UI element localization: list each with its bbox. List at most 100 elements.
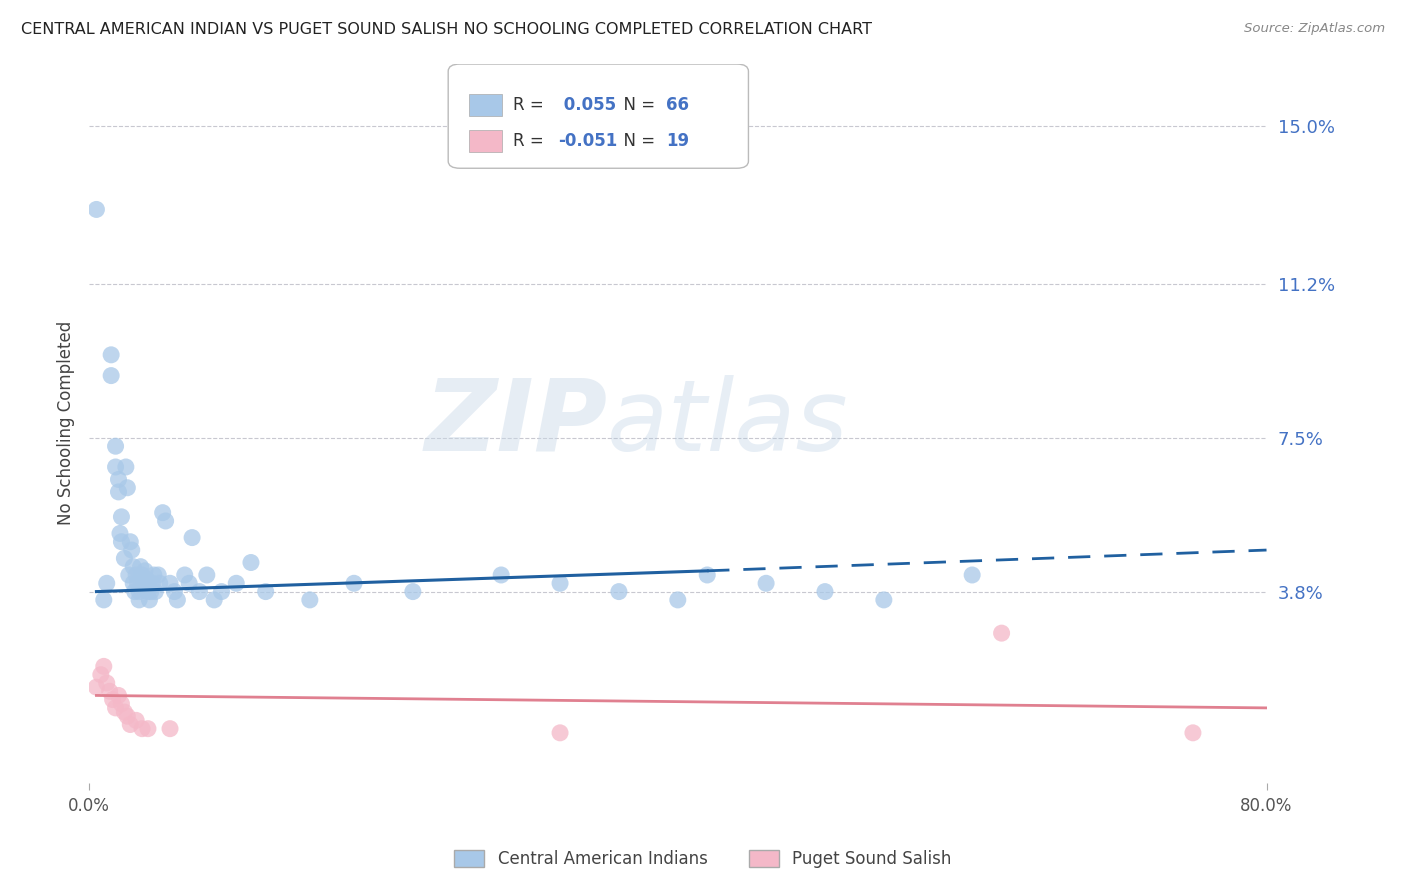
Point <box>128 593 150 607</box>
Point <box>755 576 778 591</box>
Point <box>1181 726 1204 740</box>
FancyBboxPatch shape <box>449 64 748 169</box>
Text: R =: R = <box>513 132 548 150</box>
Point <box>666 593 689 607</box>
Point <box>141 576 163 591</box>
Point <box>225 576 247 591</box>
Point <box>135 572 157 586</box>
Point <box>990 626 1012 640</box>
Text: ZIP: ZIP <box>425 375 607 472</box>
Point <box>122 576 145 591</box>
Point <box>139 584 162 599</box>
Point <box>548 726 571 740</box>
Point <box>136 584 159 599</box>
Point <box>120 717 142 731</box>
Point <box>211 584 233 599</box>
Point <box>117 481 139 495</box>
Point <box>121 543 143 558</box>
Point <box>117 709 139 723</box>
Point <box>93 659 115 673</box>
Point <box>107 472 129 486</box>
Point <box>108 526 131 541</box>
Point <box>93 593 115 607</box>
Point <box>100 368 122 383</box>
Point <box>129 559 152 574</box>
Point <box>107 689 129 703</box>
Point <box>163 584 186 599</box>
Point <box>124 584 146 599</box>
Point <box>143 584 166 599</box>
Point <box>131 568 153 582</box>
Point <box>188 584 211 599</box>
Point <box>112 551 135 566</box>
Point <box>132 576 155 591</box>
Point <box>112 705 135 719</box>
Legend: Central American Indians, Puget Sound Salish: Central American Indians, Puget Sound Sa… <box>447 843 959 875</box>
Point <box>110 697 132 711</box>
Point <box>104 701 127 715</box>
Point <box>86 680 108 694</box>
Text: 0.055: 0.055 <box>558 96 616 114</box>
Point <box>125 568 148 582</box>
Text: 19: 19 <box>666 132 689 150</box>
Point <box>149 576 172 591</box>
Point <box>104 439 127 453</box>
Point <box>90 667 112 681</box>
Point <box>607 584 630 599</box>
Point <box>548 576 571 591</box>
Point <box>179 576 201 591</box>
Point <box>98 684 121 698</box>
Point <box>148 568 170 582</box>
Point <box>155 514 177 528</box>
Point <box>128 584 150 599</box>
Point <box>136 722 159 736</box>
Point <box>138 593 160 607</box>
Point <box>107 484 129 499</box>
Point <box>489 568 512 582</box>
Point <box>159 722 181 736</box>
Point <box>115 460 138 475</box>
Point <box>120 534 142 549</box>
Point <box>101 692 124 706</box>
Point <box>96 576 118 591</box>
FancyBboxPatch shape <box>470 130 502 152</box>
Point <box>125 714 148 728</box>
Text: N =: N = <box>613 132 661 150</box>
Point <box>166 593 188 607</box>
Point <box>96 676 118 690</box>
Point <box>181 531 204 545</box>
Point <box>127 576 149 591</box>
Point <box>195 568 218 582</box>
Text: N =: N = <box>613 96 661 114</box>
Point <box>110 509 132 524</box>
Text: CENTRAL AMERICAN INDIAN VS PUGET SOUND SALISH NO SCHOOLING COMPLETED CORRELATION: CENTRAL AMERICAN INDIAN VS PUGET SOUND S… <box>21 22 872 37</box>
Point <box>873 593 896 607</box>
Point <box>298 593 321 607</box>
Point <box>402 584 425 599</box>
FancyBboxPatch shape <box>470 95 502 116</box>
Point <box>100 348 122 362</box>
Point <box>122 559 145 574</box>
Text: -0.051: -0.051 <box>558 132 617 150</box>
Point <box>136 576 159 591</box>
Point <box>110 534 132 549</box>
Point <box>159 576 181 591</box>
Point <box>960 568 983 582</box>
Text: Source: ZipAtlas.com: Source: ZipAtlas.com <box>1244 22 1385 36</box>
Text: atlas: atlas <box>607 375 849 472</box>
Point <box>696 568 718 582</box>
Point <box>343 576 366 591</box>
Point <box>118 568 141 582</box>
Y-axis label: No Schooling Completed: No Schooling Completed <box>58 321 75 525</box>
Point <box>173 568 195 582</box>
Point <box>142 568 165 582</box>
Point <box>254 584 277 599</box>
Point <box>152 506 174 520</box>
Point <box>239 556 262 570</box>
Text: 66: 66 <box>666 96 689 114</box>
Point <box>131 722 153 736</box>
Point <box>202 593 225 607</box>
Point <box>134 564 156 578</box>
Text: R =: R = <box>513 96 548 114</box>
Point <box>104 460 127 475</box>
